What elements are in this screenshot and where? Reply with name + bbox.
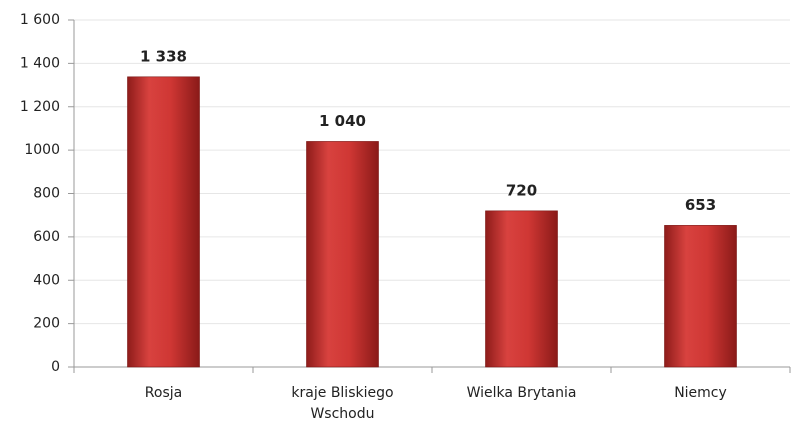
bar [306,141,379,368]
bar [664,225,737,368]
value-label: 720 [506,181,537,199]
y-tick-label: 1000 [24,142,60,158]
value-label: 1 040 [319,112,366,130]
bar [127,76,200,368]
y-tick-label: 800 [33,186,60,202]
y-tick-label: 1 200 [20,99,60,115]
y-tick-label: 0 [51,359,60,375]
x-tick-label: kraje Bliskiego Wschodu [291,385,394,422]
y-tick-label: 200 [33,316,60,332]
value-label: 1 338 [140,47,187,65]
y-tick-label: 400 [33,272,60,288]
y-tick-label: 1 400 [20,55,60,71]
x-tick-label: Niemcy [674,385,727,401]
x-tick-label: Rosja [144,385,183,401]
x-tick-label: Wielka Brytania [466,385,577,401]
bar [485,210,558,368]
y-tick-label: 600 [33,229,60,245]
y-tick-label: 1 600 [20,12,60,28]
value-label: 653 [685,196,716,214]
